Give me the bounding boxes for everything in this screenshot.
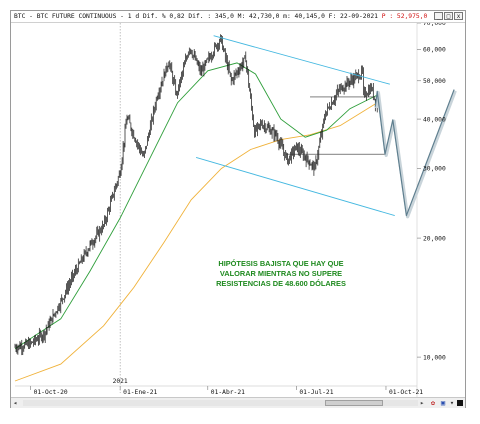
square-icon[interactable]: [456, 399, 464, 407]
y-tick-label: 40,000: [423, 116, 446, 123]
annotation-line-3: RESISTENCIAS DE 48.600 DÓLARES: [216, 279, 346, 288]
projection-line: [374, 89, 455, 217]
scroll-thumb[interactable]: [325, 400, 383, 406]
scroll-left-arrow-icon[interactable]: ◂: [13, 399, 18, 407]
x-tick-label: 01-Ene-21: [123, 389, 157, 396]
year-marker-label: 2021: [113, 378, 128, 385]
symbol-info: BTC - BTC FUTURE CONTINUOUS - 1 d Dif. %…: [14, 13, 378, 20]
projection-path: [374, 89, 457, 219]
window-controls: _ □ x: [434, 12, 463, 21]
channel-line-1: [213, 35, 390, 85]
moving-average-slow: [14, 102, 378, 382]
ma-slow-line: [14, 102, 378, 382]
minimize-button[interactable]: _: [434, 12, 443, 20]
price-chart[interactable]: 2021 70,000 60,000 50,000 40,000 30,000 20,00…: [11, 11, 465, 397]
y-tick-label: 30,000: [423, 166, 446, 173]
channel-line-2: [195, 156, 395, 217]
year-marker: 2021: [113, 23, 128, 393]
save-icon[interactable]: ▣: [440, 399, 446, 407]
x-tick-label: 01-Jul-21: [299, 389, 333, 396]
y-tick-label: 20,000: [423, 235, 446, 242]
scroll-track[interactable]: [23, 400, 418, 406]
date-axis: 01-Oct-20 01-Ene-21 01-Abr-21 01-Jul-21 01-O…: [15, 385, 423, 396]
y-tick-label: 10,000: [423, 354, 446, 361]
chart-window: 2021 70,000 60,000 50,000 40,000 30,000 20,00…: [10, 10, 466, 408]
annotation-text: HIPÓTESIS BAJISTA QUE HAY QUE VALORAR MI…: [216, 259, 346, 288]
close-button[interactable]: x: [454, 12, 463, 20]
scroll-bar: ◂ ▸ ✿ ▣ ▾: [11, 397, 465, 408]
scroll-right-arrow-icon[interactable]: ▸: [420, 399, 425, 407]
x-tick-label: 01-Oct-20: [34, 389, 68, 396]
y-tick-label: 50,000: [423, 78, 446, 85]
x-tick-label: 01-Abr-21: [211, 389, 245, 396]
palette-icon[interactable]: ✿: [430, 399, 436, 407]
y-tick-label: 60,000: [423, 47, 446, 54]
chart-title-bar: BTC - BTC FUTURE CONTINUOUS - 1 d Dif. %…: [11, 11, 465, 23]
annotation-line-1: HIPÓTESIS BAJISTA QUE HAY QUE: [218, 259, 343, 268]
restore-button[interactable]: □: [444, 12, 453, 20]
annotation-line-2: VALORAR MIENTRAS NO SUPERE: [220, 269, 342, 278]
drawn-trendlines: [195, 35, 395, 217]
last-price: P : 52,975,0: [381, 13, 428, 20]
candlesticks: [14, 34, 378, 356]
x-tick-label: 01-Oct-21: [389, 389, 423, 396]
chart-background: [11, 11, 465, 397]
price-axis: 70,000 60,000 50,000 40,000 30,000 20,000 10,0…: [417, 20, 446, 361]
chevron-down-icon[interactable]: ▾: [449, 399, 455, 407]
y-tick-label: 70,000: [423, 20, 446, 27]
